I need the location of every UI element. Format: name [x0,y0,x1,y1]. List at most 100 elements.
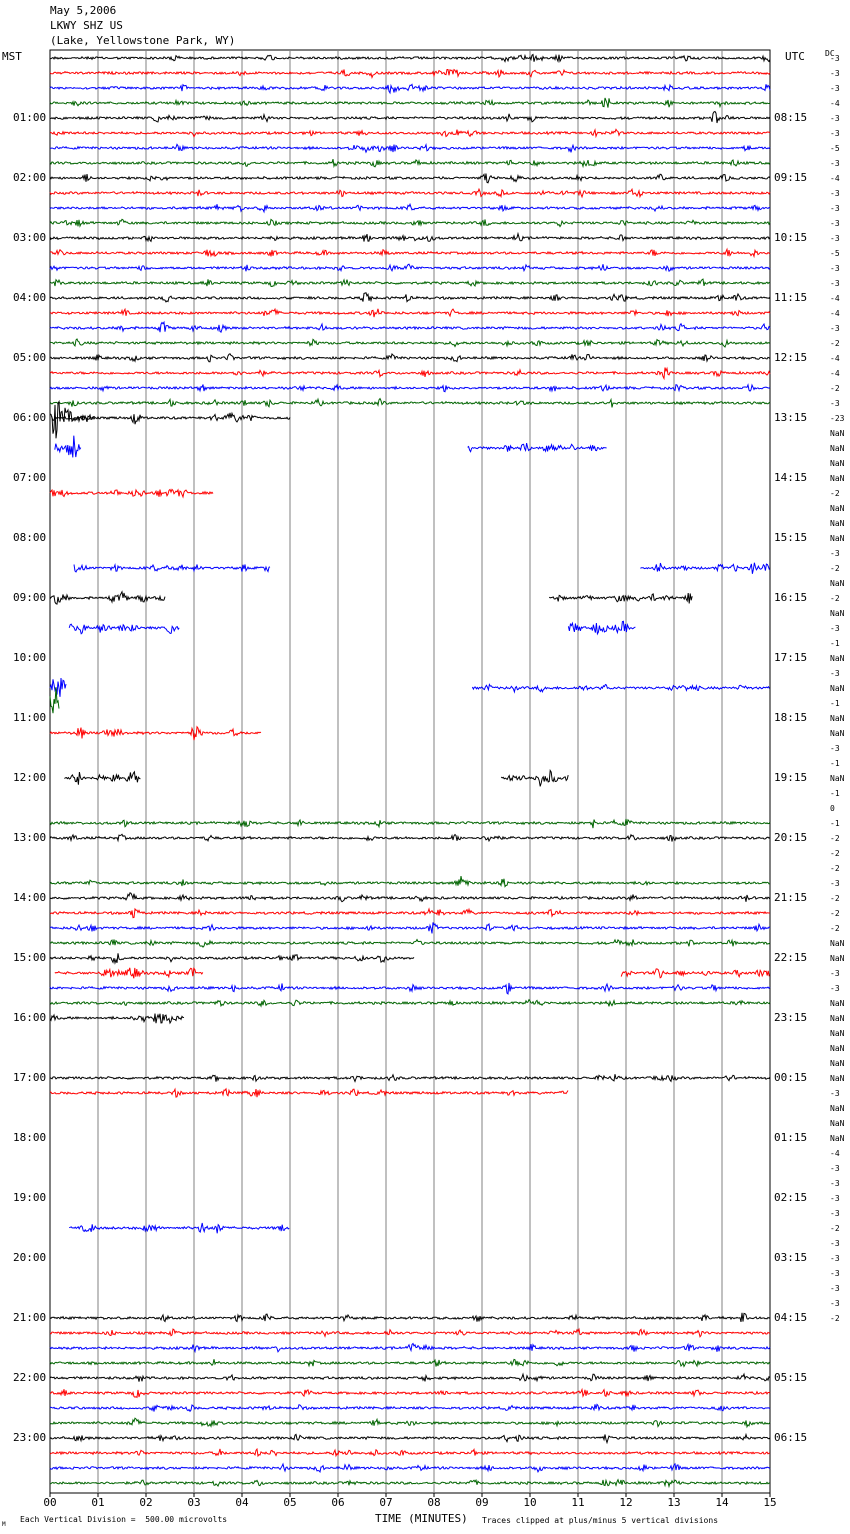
seismic-trace [49,876,771,888]
left-timezone-label: MST [2,50,22,63]
seismic-trace [49,202,771,214]
dc-offset-value: NaN [830,1059,845,1068]
seismic-trace [49,1013,185,1025]
right-hour-label: 16:15 [774,591,808,604]
dc-offset-value: -4 [830,354,840,363]
dc-offset-value: -4 [830,1149,840,1158]
seismic-trace [49,411,291,425]
dc-offset-value: -2 [830,1314,840,1323]
seismic-trace [49,366,771,381]
right-hour-label: 09:15 [774,171,808,184]
seismic-trace [49,892,771,903]
right-hour-label: 18:15 [774,711,808,724]
seismic-trace [49,725,262,741]
dc-offset-value: -3 [830,1089,840,1098]
seismic-trace [49,247,771,259]
dc-offset-value: NaN [830,459,845,468]
seismic-trace [49,938,771,948]
seismic-trace [49,1327,771,1338]
corner-mark: M [2,1521,6,1528]
dc-offset-value: -2 [830,894,840,903]
left-hour-label: 22:00 [13,1371,47,1384]
dc-offset-value: NaN [830,714,845,723]
right-hour-label: 02:15 [774,1191,808,1204]
x-tick-label: 03 [187,1496,200,1509]
seismic-trace [467,442,607,453]
dc-offset-value: -1 [830,789,840,798]
dc-offset-value: -4 [830,174,840,183]
seismic-trace [49,278,771,288]
dc-offset-value: -3 [830,879,840,888]
dc-offset-value: -3 [830,1239,840,1248]
dc-offset-value: -3 [830,324,840,333]
x-tick-label: 10 [523,1496,536,1509]
left-hour-label: 21:00 [13,1311,47,1324]
seismic-trace [49,1432,771,1445]
dc-offset-value: -4 [830,99,840,108]
left-hour-label: 16:00 [13,1011,47,1024]
dc-offset-value: NaN [830,579,845,588]
right-hour-label: 23:15 [774,1011,808,1024]
dc-offset-value: -3 [830,234,840,243]
left-hour-label: 19:00 [13,1191,47,1204]
dc-offset-value: -3 [830,624,840,633]
x-tick-label: 14 [715,1496,729,1509]
left-hour-label: 06:00 [13,411,47,424]
right-hour-label: 13:15 [774,411,808,424]
dc-offset-value: -2 [830,489,840,498]
right-hour-label: 06:15 [774,1431,808,1444]
dc-offset-value: -1 [830,759,840,768]
x-tick-label: 04 [235,1496,249,1509]
right-hour-label: 01:15 [774,1131,808,1144]
right-hour-label: 21:15 [774,891,808,904]
dc-offset-value: NaN [830,534,845,543]
left-hour-label: 17:00 [13,1071,47,1084]
seismic-trace [68,623,180,635]
seismic-trace [49,173,771,184]
right-hour-label: 11:15 [774,291,808,304]
seismic-trace [54,435,82,458]
dc-offset-value: -3 [830,1284,840,1293]
left-hour-label: 02:00 [13,171,47,184]
x-tick-label: 13 [667,1496,680,1509]
dc-offset-value: -3 [830,1209,840,1218]
dc-offset-value: NaN [830,1134,845,1143]
seismic-trace [73,562,271,573]
right-hour-label: 20:15 [774,831,808,844]
seismic-trace [500,768,569,787]
seismic-trace [49,158,771,169]
dc-offset-value: -5 [830,144,840,153]
right-hour-label: 05:15 [774,1371,808,1384]
seismic-trace [50,53,771,63]
dc-offset-value: -2 [830,834,840,843]
dc-offset-value: -2 [830,384,840,393]
x-tick-label: 07 [379,1496,392,1509]
dc-offset-value: NaN [830,654,845,663]
seismic-trace [49,1417,771,1429]
dc-offset-value: -3 [830,159,840,168]
right-hour-label: 04:15 [774,1311,808,1324]
dc-offset-value: -2 [830,339,840,348]
seismic-trace [49,383,771,393]
seismic-trace [49,292,771,303]
dc-offset-value: -3 [830,1164,840,1173]
seismic-trace [69,1222,290,1234]
plot-frame [49,49,771,1494]
seismic-trace [54,967,204,979]
dc-offset-value: NaN [830,774,845,783]
dc-offset-value: -3 [830,399,840,408]
dc-offset-value: NaN [830,609,845,618]
seismic-trace [49,1312,771,1323]
dc-offset-value: -3 [830,1269,840,1278]
left-hour-label: 09:00 [13,591,47,604]
right-hour-label: 15:15 [774,531,808,544]
left-hour-label: 11:00 [13,711,47,724]
earthquake-burst [51,399,96,439]
dc-offset-value: -2 [830,594,840,603]
dc-offset-value: -3 [830,1299,840,1308]
dc-offset-value: NaN [830,429,845,438]
left-hour-label: 23:00 [13,1431,47,1444]
dc-offset-value: -3 [830,969,840,978]
dc-offset-value: -3 [830,129,840,138]
